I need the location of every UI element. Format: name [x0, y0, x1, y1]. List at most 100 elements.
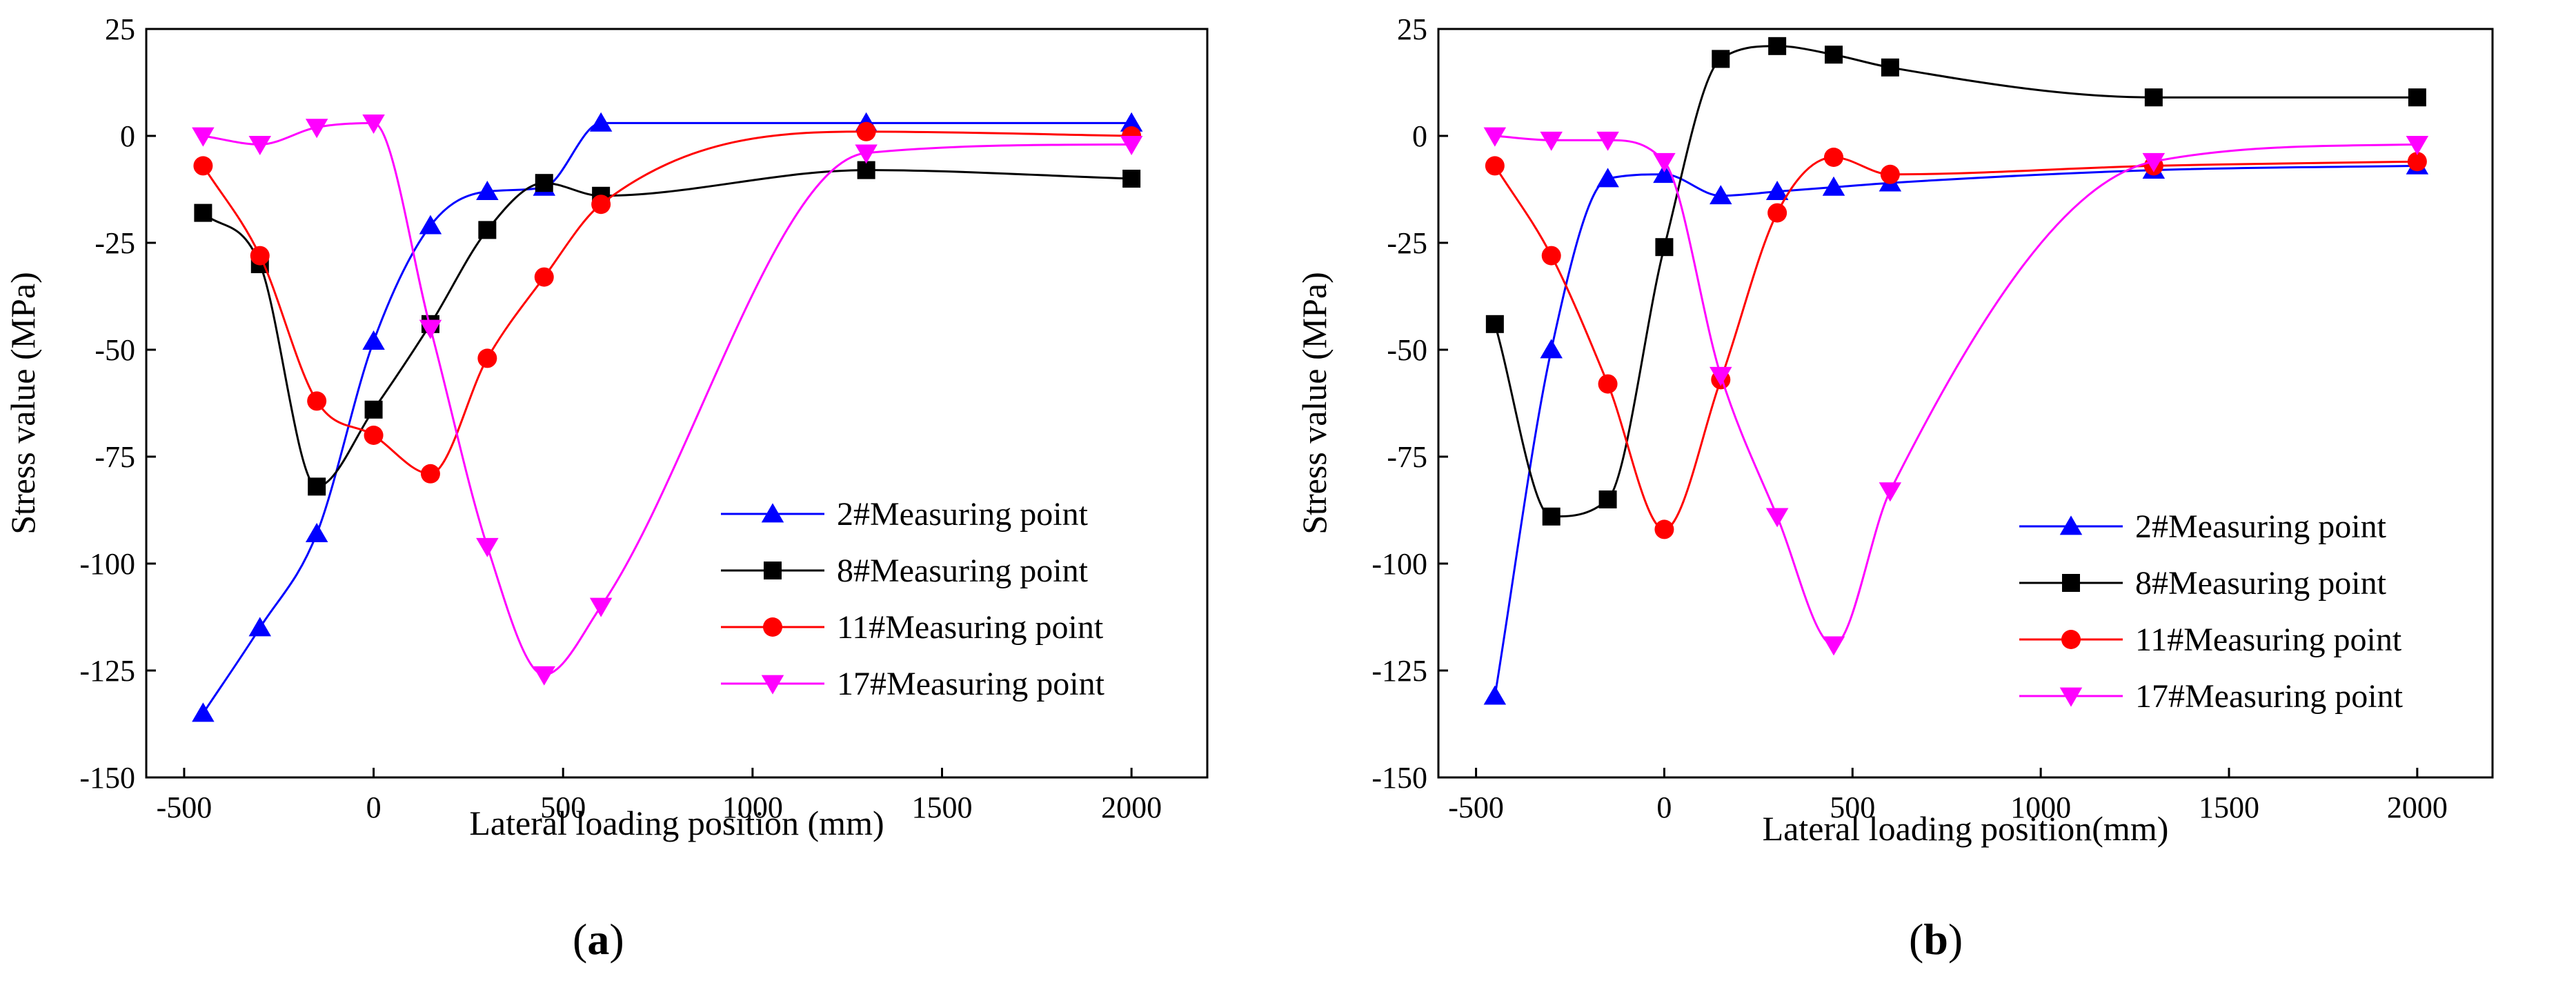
data-point: [1542, 507, 1561, 526]
data-point: [1881, 58, 1899, 77]
series-line: [1494, 164, 2417, 697]
chart-a: 25 0 -25 -50 -75 -100 -125 -150 -500 0 500 1000 1500…: [3, 12, 1209, 842]
legend-entry: 11#Measuring point: [2019, 622, 2402, 658]
data-point: [1768, 37, 1787, 55]
x-tick-label: -500: [157, 791, 212, 824]
data-point: [591, 195, 611, 215]
series-line: [202, 121, 1132, 714]
data-point: [856, 121, 876, 141]
data-point: [1653, 163, 1676, 183]
data-point: [362, 330, 385, 350]
data-point: [305, 119, 328, 139]
y-tick-label: 0: [120, 119, 135, 153]
x-tick-label: 500: [540, 791, 586, 824]
y-tick-label: 25: [105, 12, 135, 46]
x-tick-label: 1500: [2199, 791, 2259, 824]
data-point: [477, 348, 497, 368]
x-tick-label: 1000: [2010, 791, 2071, 824]
data-point: [2408, 88, 2426, 107]
x-tick-label: 0: [1656, 791, 1672, 824]
legend-entry: 2#Measuring point: [721, 496, 1089, 533]
legend-marker: [761, 503, 784, 523]
data-point: [476, 537, 499, 557]
data-point: [1653, 152, 1676, 172]
series-11-measuring-point: [193, 121, 1142, 484]
data-point: [1483, 127, 1507, 147]
data-point: [2406, 136, 2429, 155]
data-point: [364, 400, 383, 419]
data-point: [1596, 131, 1619, 151]
legend-marker: [2061, 630, 2081, 649]
chart-panel-b: 25 0 -25 -50 -75 -100 -125 -150 -500 0 500 1000 1500…: [1288, 0, 2576, 983]
data-point: [535, 174, 553, 192]
data-point: [193, 156, 213, 176]
x-tick-label: 0: [366, 791, 382, 824]
data-point: [1822, 636, 1845, 656]
data-point: [1540, 131, 1563, 151]
series-line: [202, 169, 1132, 488]
series-line: [1494, 156, 2417, 530]
data-point: [1485, 156, 1505, 176]
x-tick-label: -500: [1448, 791, 1504, 824]
data-point: [476, 181, 499, 200]
legend-entry: 2#Measuring point: [2019, 508, 2387, 545]
data-point: [1655, 238, 1674, 257]
data-point: [308, 477, 326, 496]
data-point: [2142, 152, 2166, 172]
data-point: [307, 391, 327, 411]
y-tick-label: -50: [95, 333, 135, 367]
data-point: [362, 115, 385, 134]
data-point: [248, 136, 272, 155]
chart-panel-a: 25 0 -25 -50 -75 -100 -125 -150 -500 0 500 1000 1500…: [3, 12, 1209, 964]
data-point: [419, 215, 442, 235]
y-tick-label: 0: [1412, 119, 1427, 153]
legend-marker: [2059, 687, 2083, 707]
series-8-measuring-point: [1485, 37, 2426, 526]
data-point: [1120, 136, 1143, 155]
data-point: [192, 702, 215, 722]
y-tick-label: 25: [1397, 12, 1427, 46]
data-point: [855, 144, 878, 164]
data-point: [1483, 685, 1507, 705]
data-point: [1879, 482, 1902, 502]
y-tick-label: -125: [1371, 654, 1427, 688]
x-tick-label: 500: [1830, 791, 1875, 824]
data-point: [194, 203, 212, 222]
data-point: [2144, 88, 2163, 107]
series-11-measuring-point: [1485, 148, 2427, 539]
y-tick-label: -75: [1387, 440, 1427, 474]
y-tick-label: -25: [1387, 226, 1427, 260]
plot-frame: [1437, 28, 2494, 779]
data-point: [1598, 374, 1618, 394]
series-line: [1494, 45, 2417, 518]
data-point: [1825, 46, 1843, 64]
y-tick-label: -100: [1371, 547, 1427, 581]
data-point: [589, 597, 613, 617]
legend-label: 17#Measuring point: [837, 666, 1105, 702]
data-point: [1712, 50, 1730, 68]
data-point: [534, 267, 554, 287]
series-line: [1494, 135, 2417, 646]
data-point: [1765, 508, 1789, 528]
data-point: [1540, 339, 1563, 359]
data-point: [589, 112, 613, 132]
y-tick-label: -25: [95, 226, 135, 260]
data-point: [2407, 152, 2427, 172]
y-axis-label: Stress value (MPa): [1295, 272, 1334, 535]
y-tick-label: -125: [79, 654, 135, 688]
data-point: [250, 246, 270, 266]
data-point: [419, 319, 442, 339]
series-8-measuring-point: [194, 161, 1141, 496]
legend-label: 2#Measuring point: [2135, 508, 2387, 545]
legend-entry: 8#Measuring point: [721, 553, 1089, 589]
data-point: [420, 464, 440, 484]
panel-caption-a: (a): [573, 915, 624, 964]
data-point: [1765, 181, 1789, 200]
data-point: [192, 127, 215, 147]
data-point: [1598, 490, 1617, 508]
x-axis-label: Lateral loading position(mm): [1763, 809, 2169, 848]
legend-label: 17#Measuring point: [2135, 678, 2404, 715]
data-point: [1710, 366, 1732, 386]
data-point: [1122, 170, 1141, 188]
data-point: [1485, 315, 1504, 333]
